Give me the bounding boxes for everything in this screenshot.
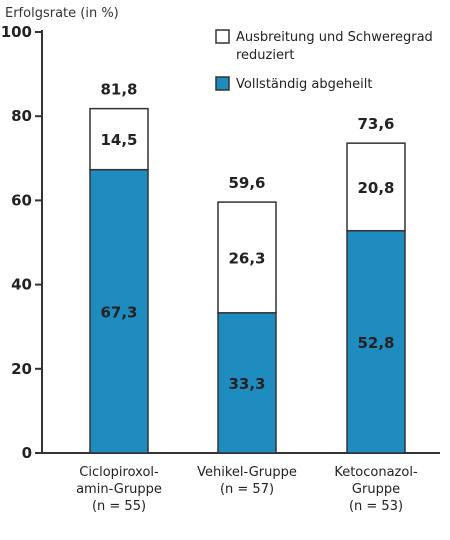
x-category-label: Ketoconazol- [334, 465, 418, 480]
bar-total-label: 73,6 [357, 115, 394, 133]
y-tick-label: 40 [11, 276, 32, 294]
bar-segment-label: 33,3 [228, 375, 265, 393]
x-category-label: Gruppe [352, 482, 400, 497]
x-category-label: (n = 53) [349, 499, 403, 514]
legend-swatch-healed [215, 76, 230, 91]
y-tick-label: 20 [11, 360, 32, 378]
bar-segment-label: 14,5 [100, 131, 137, 149]
x-category-label: (n = 57) [220, 482, 274, 497]
legend-label-reduced: reduziert [236, 48, 294, 63]
x-category-label: (n = 55) [92, 499, 146, 514]
x-category-label: Vehikel-Gruppe [197, 465, 297, 480]
legend-label-healed: Vollständig abgeheilt [236, 77, 372, 92]
bar-segment-label: 20,8 [357, 179, 394, 197]
bar-segment-reduced [89, 107, 149, 171]
bar-segment-healed [346, 229, 406, 454]
y-tick-label: 60 [11, 191, 32, 209]
bar-total-label: 81,8 [100, 81, 137, 99]
y-tick-label: 0 [22, 444, 32, 462]
y-tick-label: 80 [11, 107, 32, 125]
bar-total-label: 59,6 [228, 174, 265, 192]
bar-segment-healed [217, 312, 277, 454]
bar-segment-healed [89, 168, 149, 454]
x-category-label: Ciclopiroxol- [79, 465, 159, 480]
legend-swatch-reduced [215, 29, 230, 44]
bar-segment-reduced [346, 142, 406, 232]
legend-label-reduced: Ausbreitung und Schweregrad [236, 30, 433, 45]
y-tick-label: 100 [1, 23, 32, 41]
bar-segment-label: 52,8 [357, 334, 394, 352]
y-axis-label: Erfolgsrate (in %) [5, 6, 119, 21]
bar-segment-label: 26,3 [228, 249, 265, 267]
bar-segment-label: 67,3 [100, 303, 137, 321]
x-category-label: amin-Gruppe [76, 482, 162, 497]
bar-segment-reduced [217, 201, 277, 314]
